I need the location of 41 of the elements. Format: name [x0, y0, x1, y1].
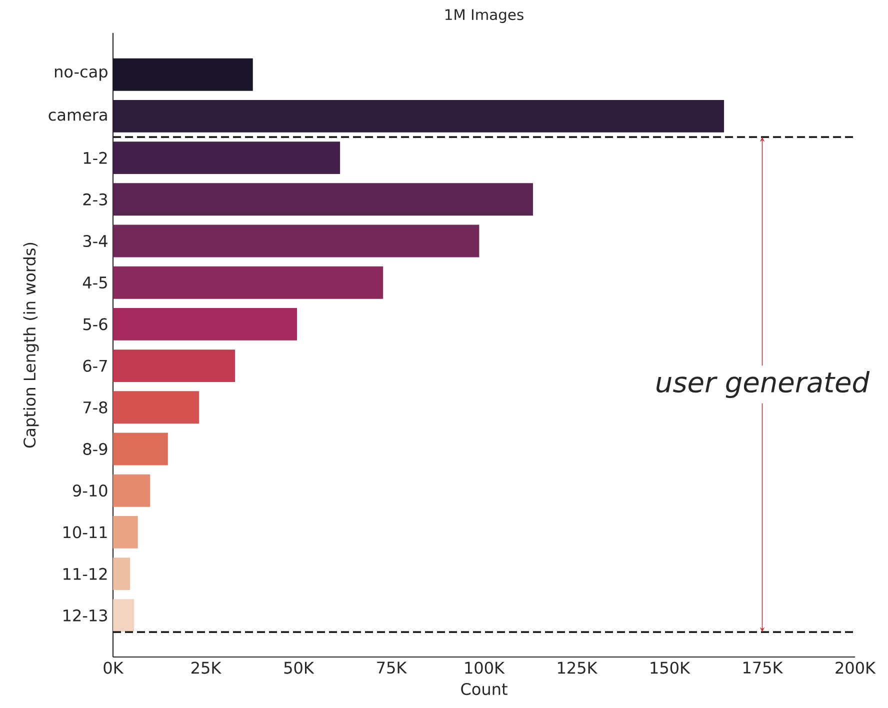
x-tick-label: 25K [192, 662, 222, 674]
bar [113, 58, 253, 91]
bar [113, 183, 533, 216]
x-tick-label: 175K [743, 662, 784, 674]
y-tick-label: 9-10 [72, 484, 108, 497]
bar [113, 432, 168, 466]
y-tick-label: camera [48, 112, 107, 121]
bar [113, 599, 134, 632]
x-tick-label: 200K [836, 662, 876, 674]
y-tick-label: 12-13 [64, 609, 107, 622]
y-tick-label: 7-8 [83, 401, 108, 414]
bar [113, 350, 236, 382]
x-tick-label: 100K [465, 662, 505, 674]
bar [113, 558, 130, 590]
y-tick-label: 5-6 [83, 318, 108, 330]
y-tick-label: 1-2 [84, 152, 107, 164]
bar [113, 474, 150, 507]
bar [113, 391, 200, 424]
y-tick-label: 2-3 [83, 193, 107, 206]
x-tick-label: 150K [650, 662, 690, 674]
x-tick-label: 50K [284, 662, 314, 674]
annotation: user generated [656, 370, 870, 398]
x-tick-label: 125K [558, 662, 598, 674]
x-axis-title: Count [461, 682, 508, 696]
x-tick-label: 75K [377, 662, 408, 674]
bar [113, 100, 724, 132]
bar [113, 266, 384, 299]
chart-title: 1M Images [446, 9, 524, 23]
y-axis-title: Caption Length (in words) [23, 242, 39, 448]
y-tick-label: 6-7 [83, 360, 107, 372]
y-tick-label: 8-9 [83, 442, 108, 456]
y-tick-label: 4-5 [82, 276, 107, 289]
x-tick-label: 0K [104, 662, 124, 674]
bar [113, 516, 138, 548]
y-tick-label: 3-4 [83, 234, 108, 248]
y-tick-label: no-cap [54, 68, 108, 81]
bar [113, 224, 480, 258]
y-tick-label: 11-12 [64, 568, 107, 580]
bar [113, 308, 298, 340]
bar [113, 142, 340, 174]
y-tick-label: 10-11 [64, 526, 107, 538]
